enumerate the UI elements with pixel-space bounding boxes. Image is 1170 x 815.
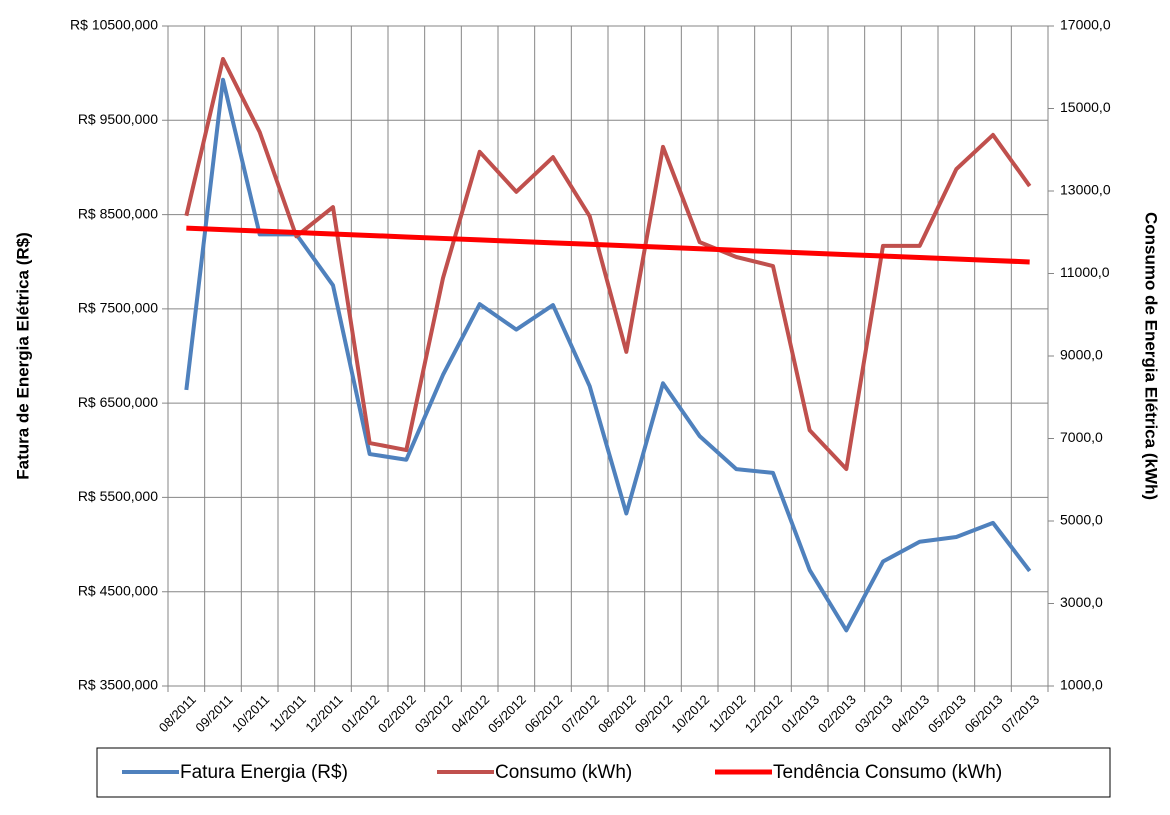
- y2-tick-label: 17000,0: [1060, 17, 1111, 33]
- x-tick-label: 12/2011: [302, 692, 345, 735]
- y2-tick-label: 5000,0: [1060, 512, 1103, 528]
- x-tick-label: 11/2011: [266, 692, 308, 734]
- y-tick-label: R$ 3500,000: [78, 677, 158, 693]
- legend-text: Consumo (kWh): [495, 762, 632, 783]
- x-tick-label: 10/2011: [229, 692, 272, 735]
- y2-tick-label: 13000,0: [1060, 182, 1111, 198]
- legend-box: [96, 747, 1111, 798]
- x-tick-label: 04/2012: [448, 692, 492, 736]
- x-tick-label: 07/2013: [998, 692, 1042, 736]
- x-tick-label: 05/2012: [485, 692, 529, 736]
- y-tick-label: R$ 6500,000: [78, 394, 158, 410]
- y2-tick-label: 9000,0: [1060, 347, 1103, 363]
- x-tick-label: 09/2011: [192, 692, 235, 735]
- x-tick-label: 04/2013: [888, 692, 932, 736]
- x-tick-label: 11/2012: [706, 692, 749, 735]
- x-tick-label: 06/2012: [522, 692, 566, 736]
- y-tick-label: R$ 9500,000: [78, 111, 158, 127]
- x-tick-label: 03/2013: [852, 692, 896, 736]
- y2-tick-label: 1000,0: [1060, 677, 1103, 693]
- y-tick-label: R$ 10500,000: [70, 17, 158, 33]
- y2-tick-label: 15000,0: [1060, 99, 1111, 115]
- legend-text: Tendência Consumo (kWh): [773, 762, 1002, 783]
- y-tick-label: R$ 5500,000: [78, 488, 158, 504]
- series-line: [184, 57, 1032, 472]
- series-line: [186, 225, 1030, 265]
- x-tick-label: 09/2012: [632, 692, 676, 736]
- x-tick-label: 10/2012: [668, 692, 712, 736]
- y-tick-label: R$ 4500,000: [78, 582, 158, 598]
- y2-tick-label: 3000,0: [1060, 594, 1103, 610]
- y-tick-label: R$ 7500,000: [78, 300, 158, 316]
- x-tick-label: 12/2012: [742, 692, 786, 736]
- x-tick-label: 07/2012: [558, 692, 602, 736]
- series-line: [184, 77, 1032, 633]
- x-tick-label: 02/2013: [815, 692, 859, 736]
- x-tick-label: 08/2011: [156, 692, 199, 735]
- x-tick-label: 05/2013: [925, 692, 969, 736]
- y2-tick-label: 7000,0: [1060, 429, 1103, 445]
- legend-text: Fatura Energia (R$): [180, 762, 348, 783]
- x-tick-label: 02/2012: [375, 692, 419, 736]
- x-tick-label: 08/2012: [595, 692, 639, 736]
- y-axis-title: Fatura de Energia Elétrica (R$): [13, 232, 32, 480]
- y-tick-label: R$ 8500,000: [78, 205, 158, 221]
- x-tick-label: 01/2013: [778, 692, 822, 736]
- y2-tick-label: 11000,0: [1060, 264, 1110, 280]
- x-tick-label: 06/2013: [962, 692, 1006, 736]
- y2-axis-title: Consumo de Energia Elétrica (kWh): [1142, 212, 1161, 500]
- x-tick-label: 01/2012: [338, 692, 382, 736]
- x-tick-label: 03/2012: [412, 692, 456, 736]
